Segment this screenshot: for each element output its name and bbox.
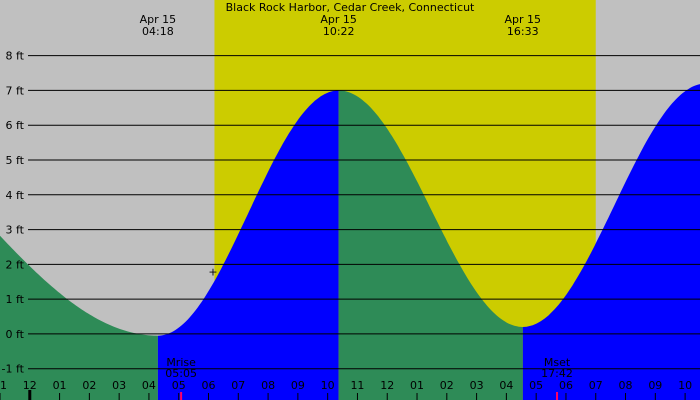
grid-lines: [28, 55, 700, 370]
x-axis: 11 12 01 02 03 04 05 06 07 08 09 10 11 12 01 02 03 04 05 06…: [0, 379, 692, 400]
y-axis-labels: 8 ft 7 ft 6 ft 5 ft 4 ft 3 ft 2 ft 1 ft 0 ft -1 f…: [2, 50, 25, 376]
chart-title: Black Rock Harbor, Cedar Creek, Connecti…: [226, 1, 475, 14]
x-tick-label: 12: [380, 379, 394, 392]
y-tick-label: 4 ft: [6, 189, 25, 202]
y-tick-label: 3 ft: [6, 224, 25, 237]
current-time-marker: +: [208, 265, 217, 278]
y-tick-label: 8 ft: [6, 50, 25, 63]
x-tick-label: 04: [499, 379, 513, 392]
y-tick-label: 0 ft: [6, 328, 25, 341]
ebb-tide-area: [0, 235, 158, 400]
x-tick-label: 03: [470, 379, 484, 392]
moon-event-time: 05:05: [165, 367, 197, 380]
x-tick-label: 01: [53, 379, 67, 392]
x-tick-label: 08: [261, 379, 275, 392]
y-tick-label: 2 ft: [6, 258, 25, 271]
event-date-label: Apr 15: [320, 13, 357, 26]
x-tick-label: 03: [112, 379, 126, 392]
event-time-label: 16:33: [507, 25, 539, 38]
tide-areas: [0, 84, 700, 400]
x-tick-label: 10: [678, 379, 692, 392]
x-tick-label: 11: [350, 379, 364, 392]
x-tick-label: 07: [589, 379, 603, 392]
event-time-label: 10:22: [323, 25, 355, 38]
moon-event-label: Mrise: [166, 356, 196, 369]
ebb-tide-area: [338, 90, 523, 400]
x-tick-label: 09: [291, 379, 305, 392]
x-tick-label: 06: [202, 379, 216, 392]
x-tick-label: 12: [23, 379, 37, 392]
x-tick-label: 02: [440, 379, 454, 392]
x-tick-label: 05: [529, 379, 543, 392]
x-tick-label: 02: [82, 379, 96, 392]
event-date-label: Apr 15: [505, 13, 542, 26]
y-tick-label: 5 ft: [6, 154, 25, 167]
x-tick-label: 08: [619, 379, 633, 392]
x-tick-label: 05: [172, 379, 186, 392]
x-tick-label: 09: [648, 379, 662, 392]
y-tick-label: 7 ft: [6, 84, 25, 97]
flood-tide-area: [157, 90, 339, 400]
moon-event-time: 17:42: [541, 367, 573, 380]
y-tick-label: 6 ft: [6, 119, 25, 132]
flood-tide-area: [522, 84, 700, 400]
event-time-label: 04:18: [142, 25, 174, 38]
moon-event-label: Mset: [544, 356, 571, 369]
y-tick-label: 1 ft: [6, 293, 25, 306]
x-tick-label: 04: [142, 379, 156, 392]
x-tick-label: 11: [0, 379, 7, 392]
x-tick-label: 01: [410, 379, 424, 392]
x-tick-label: 07: [231, 379, 245, 392]
x-tick-label: 10: [321, 379, 335, 392]
y-tick-label: -1 ft: [2, 363, 25, 376]
event-date-label: Apr 15: [140, 13, 177, 26]
x-tick-label: 06: [559, 379, 573, 392]
